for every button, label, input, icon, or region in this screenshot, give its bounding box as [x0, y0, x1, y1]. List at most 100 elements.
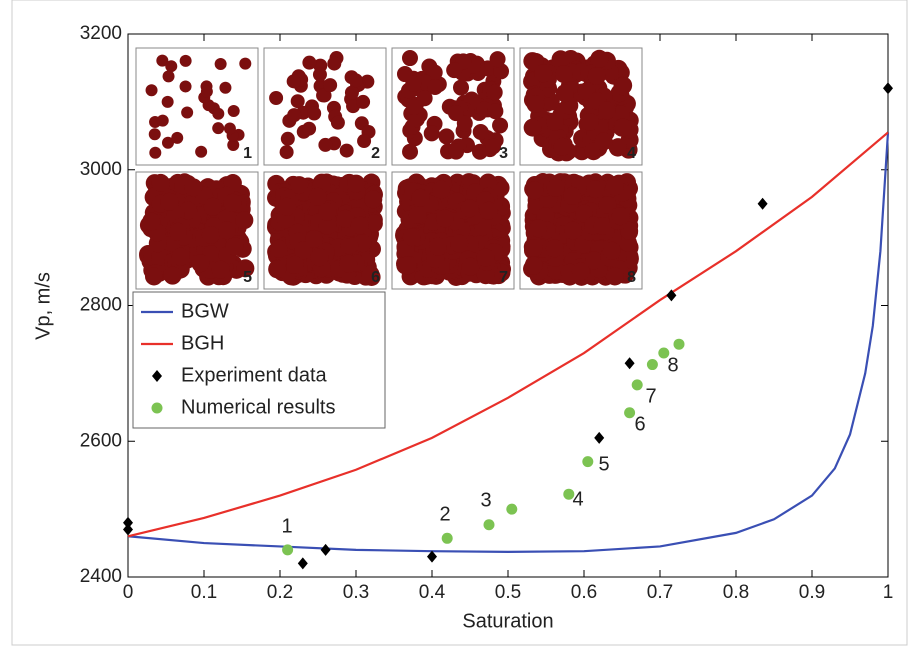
- inset-particle: [571, 262, 590, 281]
- inset-particle: [361, 265, 380, 284]
- inset-particle: [487, 103, 504, 120]
- inset-particle: [171, 247, 190, 266]
- inset-particle: [212, 107, 225, 120]
- experiment-point: [594, 431, 605, 444]
- inset-particle: [200, 85, 213, 98]
- inset-particle: [339, 143, 354, 158]
- experiment-point: [123, 516, 133, 529]
- inset-particle: [427, 78, 444, 95]
- y-tick-label: 2600: [80, 430, 122, 451]
- inset-particle: [279, 145, 294, 160]
- experiment-point: [123, 523, 133, 536]
- x-tick-label: 0.6: [571, 582, 597, 603]
- inset-label: 3: [499, 145, 508, 162]
- inset-particle: [476, 248, 495, 267]
- inset-particle: [236, 259, 255, 278]
- inset-particle: [225, 237, 244, 256]
- inset-particle: [344, 85, 359, 100]
- inset-particle: [594, 132, 613, 151]
- inset-particle: [357, 134, 372, 149]
- inset-particle: [339, 254, 358, 273]
- inset-particle: [160, 192, 179, 211]
- line-series: [127, 132, 890, 553]
- inset-particle: [423, 125, 440, 142]
- inset-particle: [524, 256, 543, 275]
- inset-particle: [611, 207, 630, 226]
- inset-particle: [472, 123, 489, 140]
- inset-particle: [318, 137, 333, 152]
- experiment-point: [624, 357, 635, 370]
- inset-particle: [318, 216, 337, 235]
- inset-particle: [203, 197, 222, 216]
- numerical-point: [441, 532, 453, 544]
- inset-particle: [214, 58, 227, 71]
- inset-particle: [191, 254, 210, 273]
- legend-swatch: [152, 370, 162, 382]
- inset-particle: [580, 112, 599, 131]
- legend-swatch: [151, 402, 163, 414]
- annotation: 5: [598, 453, 609, 475]
- inset-particle: [235, 211, 254, 230]
- inset-particle: [347, 174, 366, 193]
- inset-particle: [408, 111, 425, 128]
- inset-particle: [227, 138, 240, 151]
- inset-particle: [364, 190, 383, 209]
- inset-label: 8: [627, 269, 636, 286]
- inset-particle: [545, 112, 564, 131]
- experiment-point: [320, 543, 331, 556]
- inset-particle: [563, 186, 582, 205]
- inset-particle: [524, 239, 543, 258]
- inset-particle: [448, 143, 465, 160]
- inset-label: 5: [243, 269, 252, 286]
- inset-particle: [294, 241, 313, 260]
- inset-particle: [163, 266, 182, 285]
- inset-particle: [479, 173, 498, 192]
- inset-particle: [428, 237, 447, 256]
- numerical-point: [624, 407, 636, 419]
- numerical-point: [658, 347, 670, 359]
- x-tick-label: 0.7: [647, 582, 673, 603]
- inset-particle: [211, 260, 230, 279]
- inset-particle: [312, 67, 327, 82]
- inset-particle: [195, 145, 208, 158]
- numerical-point: [483, 519, 495, 531]
- inset-particle: [432, 180, 451, 199]
- inset-particle: [168, 222, 187, 241]
- inset-particle: [546, 178, 565, 197]
- inset-particle: [336, 209, 355, 228]
- x-tick-label: 0.9: [799, 582, 825, 603]
- numerical-point: [582, 456, 594, 468]
- annotation: 8: [667, 354, 678, 376]
- x-tick-label: 0.8: [723, 582, 749, 603]
- inset-particle: [212, 122, 225, 135]
- inset-particle: [402, 228, 421, 247]
- inset-label: 7: [499, 269, 508, 286]
- inset-particle: [286, 74, 301, 89]
- inset-particle: [435, 209, 454, 228]
- inset-label: 6: [371, 269, 380, 286]
- inset-particle: [493, 63, 510, 80]
- x-tick-label: 0.2: [267, 582, 293, 603]
- inset-particle: [534, 64, 553, 83]
- inset-particle: [492, 117, 509, 134]
- inset-particle: [453, 79, 470, 96]
- inset-particle: [151, 173, 170, 192]
- inset-particle: [280, 131, 295, 146]
- inset-particle: [179, 80, 192, 93]
- inset-particle: [479, 201, 498, 220]
- inset-label: 4: [627, 145, 636, 162]
- y-axis-label: Vp, m/s: [32, 272, 54, 340]
- inset-particle: [165, 60, 178, 73]
- inset-particle: [239, 57, 252, 70]
- inset-particle: [307, 106, 322, 121]
- inset-particle: [555, 84, 574, 103]
- inset-particle: [223, 122, 236, 135]
- numerical-point: [631, 379, 643, 391]
- inset-particle: [287, 108, 302, 123]
- inset-particle: [613, 77, 632, 96]
- inset-particle: [593, 217, 612, 236]
- inset-particle: [613, 118, 632, 137]
- inset-particle: [446, 62, 463, 79]
